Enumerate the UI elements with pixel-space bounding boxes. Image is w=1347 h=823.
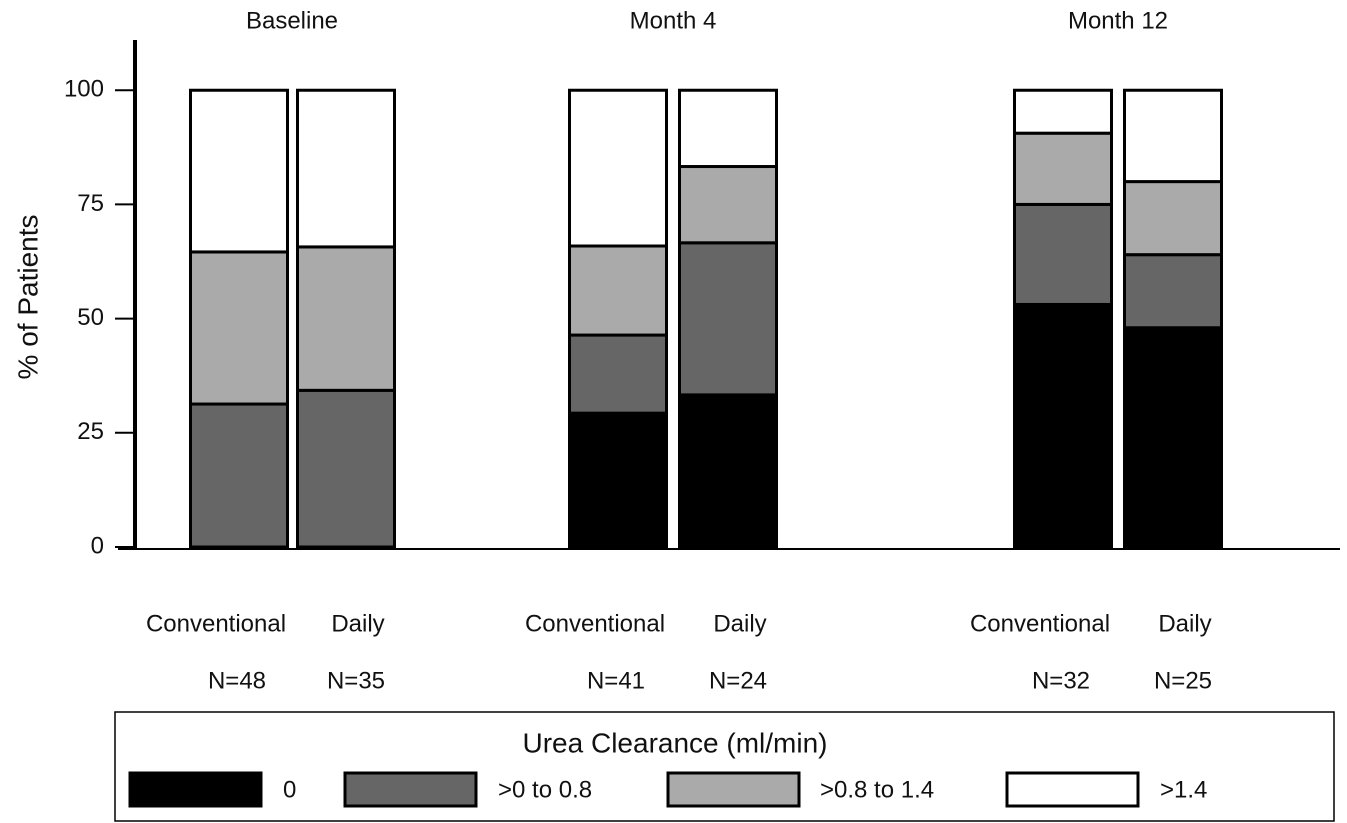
bar-segment [678, 241, 778, 397]
group-title: Month 12 [1068, 7, 1168, 34]
bar-segment [568, 411, 668, 549]
n-label: N=25 [1154, 667, 1212, 694]
bar-segment [568, 88, 668, 248]
x-tick-label: Conventional [146, 610, 286, 637]
legend-title: Urea Clearance (ml/min) [523, 727, 828, 758]
y-axis-label: % of Patients [12, 215, 43, 380]
x-tick-label: Daily [331, 610, 384, 637]
legend-label: >1.4 [1160, 776, 1207, 803]
bar-segment [678, 393, 778, 549]
bar-segment [568, 333, 668, 415]
bar-segment [296, 388, 396, 549]
bar-segment [1013, 202, 1113, 306]
n-label: N=32 [1032, 667, 1090, 694]
bar-segment [296, 88, 396, 249]
bar-segment [1123, 180, 1223, 257]
group-title: Month 4 [630, 7, 717, 34]
y-tick-label: 0 [91, 532, 104, 559]
x-tick-label: Conventional [525, 610, 665, 637]
bar-segment [189, 250, 289, 406]
bar-segment [296, 245, 396, 392]
legend-label: >0 to 0.8 [498, 776, 592, 803]
n-label: N=24 [709, 667, 767, 694]
bar-segment [1123, 326, 1223, 549]
n-label: N=48 [208, 667, 266, 694]
bar-segment [1123, 88, 1223, 184]
x-tick-label: Conventional [970, 610, 1110, 637]
group-title: Baseline [246, 7, 338, 34]
y-tick-label: 50 [77, 304, 104, 331]
bar-segment [678, 88, 778, 169]
bar-segment [568, 244, 668, 337]
legend-swatch [128, 771, 263, 808]
bar-segment [189, 88, 289, 254]
legend-box [114, 711, 1335, 822]
bar-segment [189, 402, 289, 549]
x-tick-label: Daily [713, 610, 766, 637]
legend-swatch [343, 771, 478, 808]
n-label: N=35 [327, 667, 385, 694]
legend-label: 0 [283, 776, 296, 803]
legend-swatch [1005, 771, 1140, 808]
y-tick-label: 25 [77, 418, 104, 445]
x-tick-label: Daily [1158, 610, 1211, 637]
bar-segment [1013, 131, 1113, 206]
legend-swatch [666, 771, 801, 808]
n-label: N=41 [587, 667, 645, 694]
y-tick-label: 100 [64, 76, 104, 103]
bar-segment [1013, 302, 1113, 549]
legend-label: >0.8 to 1.4 [820, 776, 934, 803]
bar-segment [1123, 253, 1223, 330]
bar-segment [678, 165, 778, 245]
y-tick-label: 75 [77, 190, 104, 217]
bar-segment [1013, 88, 1113, 135]
